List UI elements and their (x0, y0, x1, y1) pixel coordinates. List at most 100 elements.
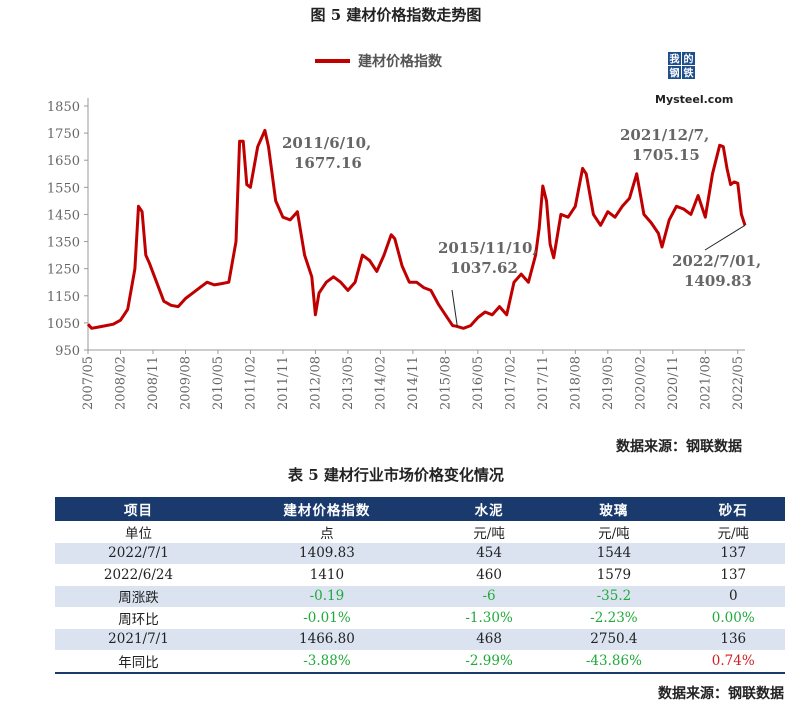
table-cell: 0.00% (681, 607, 785, 629)
x-tick-label: 2008/11 (146, 356, 161, 410)
table-cell: 137 (681, 564, 785, 586)
x-tick-label: 2018/08 (568, 356, 583, 410)
y-tick-label: 1250 (47, 263, 80, 278)
table-cell: -1.30% (431, 607, 547, 629)
table-cell: 137 (681, 542, 785, 564)
table-cell: -0.01% (222, 607, 432, 629)
table-cell: 2021/7/1 (55, 628, 222, 650)
y-tick-label: 1650 (47, 154, 80, 169)
y-tick-label: 1150 (47, 290, 80, 305)
x-tick-label: 2015/08 (438, 356, 453, 410)
table-row: 周涨跌 -0.19 -6 -35.2 0 (55, 585, 785, 607)
y-tick-label: 1750 (47, 127, 80, 142)
table-cell: 年同比 (55, 650, 222, 673)
x-tick-label: 2013/05 (341, 356, 356, 410)
table-row: 2021/7/1 1466.80 468 2750.4 136 (55, 628, 785, 650)
x-tick-label: 2008/02 (113, 356, 128, 410)
table-cell: -0.19 (222, 585, 432, 607)
x-tick-label: 2011/02 (243, 356, 258, 410)
y-tick-label: 1050 (47, 317, 80, 332)
table-cell: 136 (681, 628, 785, 650)
table-cell: 1409.83 (222, 542, 432, 564)
table-cell: 0 (681, 585, 785, 607)
x-tick-label: 2011/11 (276, 356, 291, 410)
table-cell: 周涨跌 (55, 585, 222, 607)
y-tick-label: 1450 (47, 208, 80, 223)
x-tick-label: 2014/02 (373, 356, 388, 410)
x-tick-label: 2020/02 (633, 356, 648, 410)
logo-block (668, 66, 681, 79)
chart-source: 数据来源：钢联数据 (616, 439, 742, 455)
table-row: 周环比 -0.01% -1.30% -2.23% 0.00% (55, 607, 785, 629)
logo-block (668, 52, 681, 65)
chart-annotations: 2011/6/10, 1677.16 2015/11/10, 1037.62 2021/… (282, 126, 761, 327)
table-cell: 元/吨 (546, 521, 682, 543)
logo-char: 钢 (670, 67, 680, 80)
figure-title: 图 5 建材价格指数走势图 (310, 6, 482, 24)
table-cell: 2022/7/1 (55, 542, 222, 564)
table-body: 单位点元/吨 元/吨 元/吨 2022/7/1 1409.83 454 1544 137 202… (55, 521, 785, 673)
y-tick-label: 950 (55, 344, 80, 359)
annotation-leader (451, 289, 458, 327)
table-header-cell: 砂石 (681, 497, 785, 521)
x-tick-label: 2014/11 (406, 356, 421, 410)
x-tick-label: 2010/05 (211, 356, 226, 410)
price-index-chart: 建材价格指数 我的钢 铁 Mysteel.com 950 1050 1150 1250 13… (47, 52, 761, 410)
x-tick-label: 2021/08 (698, 356, 713, 410)
table-header-cell: 水泥 (431, 497, 547, 521)
table-cell: 1466.80 (222, 628, 432, 650)
table-cell: 0.74% (681, 650, 785, 673)
y-tick-label: 1550 (47, 181, 80, 196)
x-tick-label: 2012/08 (308, 356, 323, 410)
table-cell: -6 (431, 585, 547, 607)
table-cell: -3.88% (222, 650, 432, 673)
y-tick-label: 1850 (47, 100, 80, 115)
logo-block (682, 66, 695, 79)
table-row: 2022/6/24 1410 460 1579 137 (55, 564, 785, 586)
table-cell: -43.86% (546, 650, 682, 673)
table-row: 单位点元/吨 元/吨 元/吨 (55, 521, 785, 543)
legend-label: 建材价格指数 (358, 53, 443, 70)
table-cell: 1544 (546, 542, 682, 564)
table-row: 年同比 -3.88% -2.99% -43.86% 0.74% (55, 650, 785, 673)
table-cell: 2750.4 (546, 628, 682, 650)
table-header-cell: 玻璃 (546, 497, 682, 521)
table-row: 2022/7/1 1409.83 454 1544 137 (55, 542, 785, 564)
logo-char: 的 (684, 53, 694, 66)
table-cell: 周环比 (55, 607, 222, 629)
x-tick-label: 2017/11 (536, 356, 551, 410)
annotation-label: 2011/6/10, 1677.16 (282, 134, 371, 172)
price-change-table: 项目 建材价格指数 水泥 玻璃 砂石 单位点元/吨 元/吨 元/吨 2022/7/1 1409.… (55, 497, 785, 674)
table-cell: 元/吨 (431, 521, 547, 543)
annotation-label: 2021/12/7, 1705.15 (620, 126, 709, 164)
x-tick-label: 2022/05 (731, 356, 746, 410)
x-axis: 2007/05 2008/02 2008/11 2009/08 2010/05 2011/… (81, 349, 746, 410)
table-header-row: 项目 建材价格指数 水泥 玻璃 砂石 (55, 497, 785, 521)
logo-block (682, 52, 695, 65)
table-cell: 元/吨 (681, 521, 785, 543)
y-axis: 950 1050 1150 1250 1350 1450 1550 1650 1750 1850 (47, 98, 89, 359)
table-cell: 点 (222, 521, 432, 543)
table-cell: 2022/6/24 (55, 564, 222, 586)
table-cell: -2.23% (546, 607, 682, 629)
table-cell: 1579 (546, 564, 682, 586)
annotation-label: 2022/7/01, 1409.83 (672, 252, 761, 290)
table-cell: 单位 (55, 521, 222, 543)
table-source: 数据来源：钢联数据 (658, 686, 784, 702)
chart-legend: 建材价格指数 (315, 53, 443, 70)
x-tick-label: 2009/08 (178, 356, 193, 410)
table-cell: -35.2 (546, 585, 682, 607)
logo-char: 我 (670, 53, 680, 66)
series-line (86, 128, 747, 330)
x-tick-label: 2020/11 (666, 356, 681, 410)
table-cell: 460 (431, 564, 547, 586)
annotation-leader (704, 224, 746, 251)
table-cell: -2.99% (431, 650, 547, 673)
table-header-cell: 项目 (55, 497, 222, 521)
x-tick-label: 2017/02 (503, 356, 518, 410)
y-tick-label: 1350 (47, 236, 80, 251)
table-title: 表 5 建材行业市场价格变化情况 (288, 466, 504, 484)
logo-text: Mysteel.com (655, 93, 733, 106)
table-cell: 468 (431, 628, 547, 650)
table-cell: 1410 (222, 564, 432, 586)
